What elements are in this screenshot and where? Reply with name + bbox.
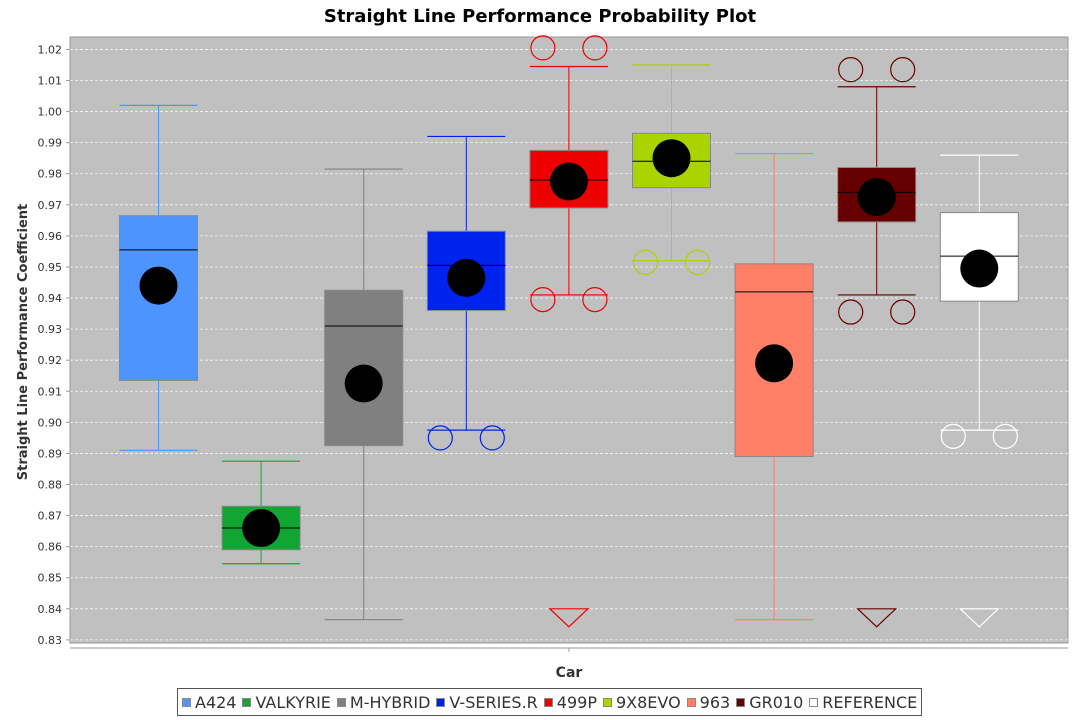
legend-item: VALKYRIE (242, 692, 331, 712)
legend-swatch (543, 697, 553, 707)
box-group (119, 104, 198, 451)
legend-item: V-SERIES.R (436, 692, 538, 712)
mean-marker (447, 258, 486, 297)
legend-label: REFERENCE (822, 692, 918, 712)
legend-swatch (436, 697, 446, 707)
legend-item: 9X8EVO (602, 692, 681, 712)
legend-swatch (602, 697, 612, 707)
y-tick-label: 1.00 (38, 106, 63, 119)
legend-item: 499P (543, 692, 597, 712)
y-tick-label: 0.87 (38, 510, 63, 523)
outlier-marker (890, 57, 916, 83)
box-group (837, 57, 917, 628)
legend-label: V-SERIES.R (449, 692, 538, 712)
x-axis-label: Car (556, 665, 583, 681)
box-group (529, 35, 609, 628)
legend-item: GR010 (736, 693, 803, 712)
outlier-marker (684, 249, 711, 275)
box-group (426, 135, 506, 451)
y-tick-label: 0.96 (38, 230, 63, 243)
box-group (939, 154, 1019, 628)
y-tick-label: 0.94 (38, 292, 63, 305)
y-tick-label: 0.90 (38, 416, 63, 429)
outlier-marker (940, 423, 966, 449)
box-group (324, 168, 404, 621)
far-out-indicator (856, 608, 898, 628)
mean-marker (652, 139, 691, 178)
outlier-marker (890, 299, 916, 325)
y-tick-label: 0.95 (38, 261, 63, 274)
outlier-marker (838, 299, 864, 325)
mean-marker (549, 162, 588, 201)
outlier-marker (530, 35, 556, 61)
legend-swatch (242, 697, 252, 707)
outlier-marker (582, 287, 608, 313)
y-tick-label: 0.99 (38, 137, 63, 150)
legend-label: 9X8EVO (615, 692, 681, 712)
y-axis-label: Straight Line Performance Coefficient (16, 204, 31, 480)
series-boxes (119, 35, 1019, 628)
outlier-marker (479, 425, 505, 451)
box-group (632, 64, 711, 275)
chart-legend: A424 VALKYRIE M-HYBRID V-SERIES.R 499P 9X8EVO… (177, 688, 923, 716)
y-tick-label: 1.02 (38, 43, 63, 56)
legend-label: M-HYBRID (349, 692, 431, 712)
y-tick-label: 0.93 (38, 323, 63, 336)
mean-marker (344, 364, 383, 403)
legend-label: 499P (556, 692, 597, 712)
outlier-marker (582, 35, 608, 61)
y-tick-label: 0.92 (38, 354, 63, 367)
y-tick-label: 0.98 (38, 168, 63, 181)
chart-title: Straight Line Performance Probability Pl… (324, 6, 757, 27)
outlier-marker (427, 425, 453, 451)
legend-item: A424 (182, 693, 236, 712)
y-tick-label: 0.86 (38, 541, 63, 554)
legend-label: GR010 (749, 692, 804, 712)
legend-item: REFERENCE (809, 693, 917, 712)
box-group (734, 152, 814, 621)
mean-marker (960, 249, 999, 288)
mean-marker (857, 178, 896, 217)
legend-swatch (182, 697, 191, 707)
far-out-indicator (958, 608, 1000, 628)
box-group (221, 460, 301, 565)
mean-marker (755, 344, 794, 383)
y-tick-label: 0.91 (38, 385, 63, 398)
y-tick-label: 0.85 (38, 572, 63, 585)
y-tick-label: 0.84 (38, 603, 63, 616)
legend-item: M-HYBRID (336, 692, 431, 712)
legend-swatch (336, 697, 346, 707)
box-iqr (734, 263, 814, 458)
legend-label: A424 (195, 692, 237, 712)
legend-label: VALKYRIE (255, 692, 331, 712)
legend-swatch (736, 697, 746, 707)
y-tick-label: 0.83 (38, 634, 63, 647)
outlier-marker (530, 287, 556, 313)
y-tick-label: 0.88 (38, 479, 63, 492)
y-tick-label: 0.89 (38, 447, 63, 460)
mean-marker (139, 266, 178, 305)
outlier-marker (632, 249, 659, 275)
outlier-marker (838, 57, 864, 83)
y-tick-label: 1.01 (38, 75, 63, 88)
grid-lines (70, 49, 1068, 641)
legend-label: 963 (699, 692, 731, 712)
far-out-indicator (548, 608, 590, 628)
legend-item: 963 (686, 692, 731, 712)
box-plot-chart: Straight Line Performance Probability Pl… (16, 6, 1069, 681)
legend-swatch (809, 697, 819, 707)
y-tick-label: 0.97 (38, 199, 63, 212)
outlier-marker (992, 423, 1018, 449)
legend-swatch (686, 697, 696, 707)
y-axis: 0.83 0.84 0.85 0.86 0.87 0.88 0.89 0.90 0.91 0.92… (38, 43, 70, 647)
mean-marker (242, 509, 281, 548)
